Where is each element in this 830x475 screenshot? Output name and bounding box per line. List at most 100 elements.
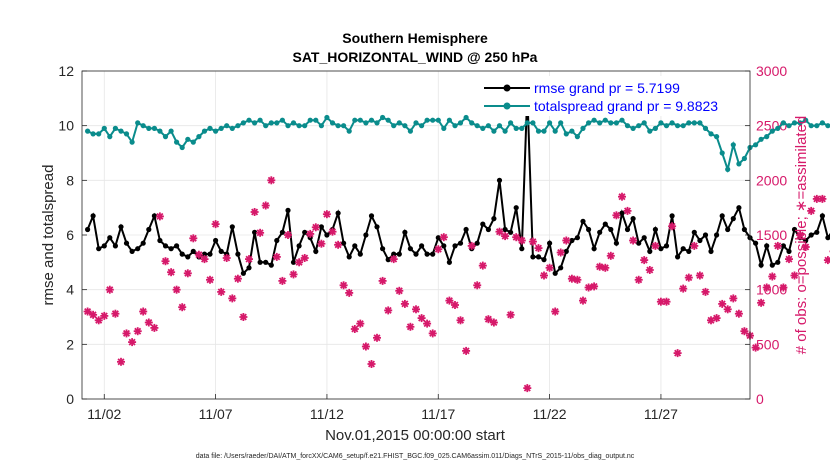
y-right-axis-label: # of obs: o=possible; ∗=assimilated <box>793 116 810 355</box>
data-point-rmse <box>102 243 107 248</box>
data-point-rmse <box>558 265 563 270</box>
data-point-rmse <box>681 246 686 251</box>
data-point-obs-assimilated <box>540 272 548 280</box>
y-tick-label: 12 <box>58 63 74 79</box>
data-point-obs-assimilated <box>373 334 381 342</box>
data-point-obs-assimilated <box>412 305 420 313</box>
data-point-rmse <box>352 243 357 248</box>
data-point-totalspread <box>246 118 251 123</box>
x-tick-label: 11/22 <box>533 406 567 422</box>
data-point-totalspread <box>363 120 368 125</box>
data-point-obs-assimilated <box>713 314 721 322</box>
data-point-obs-assimilated <box>473 281 481 289</box>
series-rmse <box>85 90 830 276</box>
data-point-totalspread <box>285 123 290 128</box>
data-point-obs-assimilated <box>390 255 398 263</box>
data-point-totalspread <box>469 120 474 125</box>
data-point-rmse <box>580 219 585 224</box>
data-point-obs-assimilated <box>295 258 303 266</box>
data-point-rmse <box>336 211 341 216</box>
data-point-rmse <box>753 241 758 246</box>
data-point-totalspread <box>519 126 524 131</box>
data-point-obs-assimilated <box>451 301 459 309</box>
data-point-totalspread <box>207 126 212 131</box>
data-point-totalspread <box>169 129 174 134</box>
data-point-rmse <box>614 241 619 246</box>
data-point-totalspread <box>708 131 713 136</box>
data-point-obs-assimilated <box>535 244 543 252</box>
data-point-totalspread <box>313 118 318 123</box>
data-point-rmse <box>347 254 352 259</box>
data-point-rmse <box>530 254 535 259</box>
data-point-totalspread <box>675 123 680 128</box>
data-point-rmse <box>213 238 218 243</box>
data-point-obs-assimilated <box>507 311 515 319</box>
data-point-rmse <box>113 243 118 248</box>
data-point-rmse <box>369 213 374 218</box>
data-point-obs-assimilated <box>340 281 348 289</box>
data-point-obs-assimilated <box>423 320 431 328</box>
x-tick-label: 11/27 <box>644 406 678 422</box>
data-point-obs-assimilated <box>184 269 192 277</box>
data-point-totalspread <box>541 129 546 134</box>
data-point-rmse <box>263 260 268 265</box>
data-point-totalspread <box>308 118 313 123</box>
data-point-obs-assimilated <box>223 254 231 262</box>
data-point-totalspread <box>374 120 379 125</box>
data-point-obs-assimilated <box>201 255 209 263</box>
data-point-rmse <box>297 243 302 248</box>
data-point-rmse <box>480 222 485 227</box>
data-point-rmse <box>185 254 190 259</box>
data-point-obs-assimilated <box>429 329 437 337</box>
data-point-totalspread <box>163 134 168 139</box>
y-tick-label: 8 <box>66 172 74 188</box>
legend: rmse grand pr = 5.7199 totalspread grand… <box>480 76 748 116</box>
data-point-rmse <box>191 249 196 254</box>
data-point-totalspread <box>224 123 229 128</box>
data-point-obs-assimilated <box>301 254 309 262</box>
data-point-obs-assimilated <box>212 220 220 228</box>
data-point-totalspread <box>152 126 157 131</box>
data-point-rmse <box>219 249 224 254</box>
data-point-obs-assimilated <box>607 252 615 260</box>
data-point-rmse <box>285 208 290 213</box>
data-point-obs-assimilated <box>752 344 760 352</box>
data-point-totalspread <box>130 140 135 145</box>
data-point-obs-assimilated <box>251 208 259 216</box>
data-point-obs-assimilated <box>479 262 487 270</box>
data-point-obs-assimilated <box>312 223 320 231</box>
data-point-totalspread <box>653 126 658 131</box>
data-point-totalspread <box>419 123 424 128</box>
data-point-obs-assimilated <box>668 222 676 230</box>
data-point-obs-assimilated <box>128 338 136 346</box>
data-point-rmse <box>124 241 129 246</box>
data-point-rmse <box>274 238 279 243</box>
data-point-obs-assimilated <box>245 255 253 263</box>
data-point-rmse <box>541 257 546 262</box>
data-point-totalspread <box>430 118 435 123</box>
x-tick-label: 11/02 <box>87 406 121 422</box>
data-point-totalspread <box>96 131 101 136</box>
legend-spread-label: totalspread grand pr = 9.8823 <box>534 98 718 114</box>
data-point-rmse <box>118 224 123 229</box>
data-point-rmse <box>380 246 385 251</box>
data-point-totalspread <box>753 142 758 147</box>
data-point-obs-assimilated <box>679 285 687 293</box>
data-point-rmse <box>141 241 146 246</box>
data-point-rmse <box>519 246 524 251</box>
data-point-rmse <box>731 216 736 221</box>
data-point-rmse <box>814 230 819 235</box>
data-point-obs-assimilated <box>395 287 403 295</box>
data-point-obs-assimilated <box>551 308 559 316</box>
data-point-totalspread <box>647 129 652 134</box>
data-point-totalspread <box>146 126 151 131</box>
data-point-totalspread <box>85 129 90 134</box>
data-point-totalspread <box>102 126 107 131</box>
data-point-totalspread <box>118 129 123 134</box>
data-point-rmse <box>458 241 463 246</box>
chart-title: Southern Hemisphere <box>342 30 488 46</box>
data-point-totalspread <box>180 145 185 150</box>
data-point-rmse <box>157 238 162 243</box>
data-point-totalspread <box>252 120 257 125</box>
data-point-rmse <box>363 232 368 237</box>
